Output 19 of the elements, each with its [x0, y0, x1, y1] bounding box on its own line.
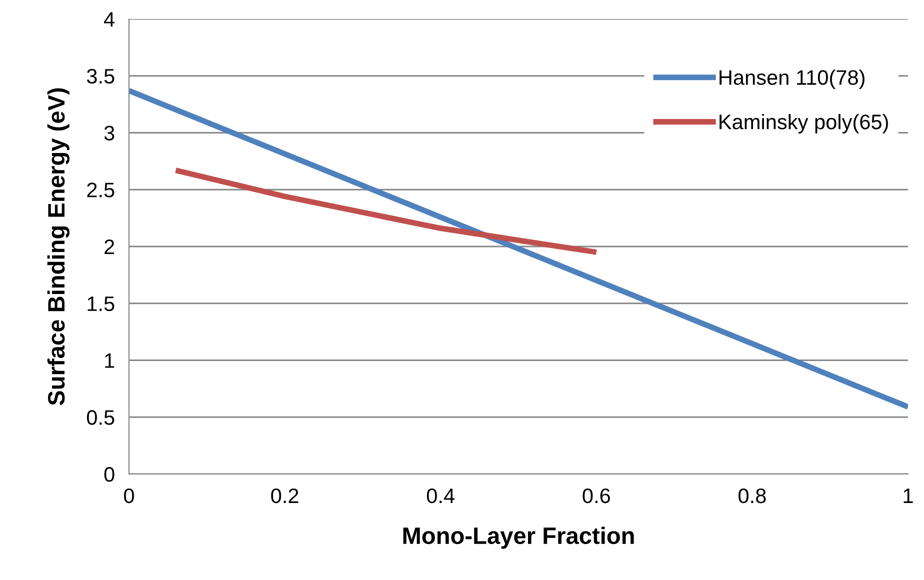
x-tick-label: 0.6 — [582, 488, 610, 504]
x-axis-title: Mono-Layer Fraction — [403, 526, 634, 549]
y-axis-title: Surface Binding Energy (eV) — [47, 88, 70, 406]
y-tick-label: 1 — [105, 353, 114, 368]
x-tick-label: 0.2 — [271, 488, 298, 504]
x-tick-label: 0.4 — [426, 488, 454, 504]
y-tick-label: 0.5 — [86, 410, 114, 425]
y-tick-label: 1.5 — [88, 296, 114, 312]
y-tick-label: 0 — [104, 467, 114, 482]
x-tick-label: 0 — [124, 488, 134, 504]
legend-label: Hansen 110(78) — [720, 70, 864, 90]
y-tick-label: 3 — [104, 126, 114, 141]
y-tick-label: 4 — [104, 12, 114, 27]
x-tick-label: 0.8 — [738, 488, 766, 504]
y-tick-label: 2.5 — [87, 182, 114, 198]
x-tick-label: 1 — [904, 488, 913, 503]
y-tick-label: 3.5 — [86, 68, 114, 84]
legend-label: Kaminsky poly(65) — [720, 114, 888, 134]
y-tick-label: 2 — [104, 240, 114, 254]
